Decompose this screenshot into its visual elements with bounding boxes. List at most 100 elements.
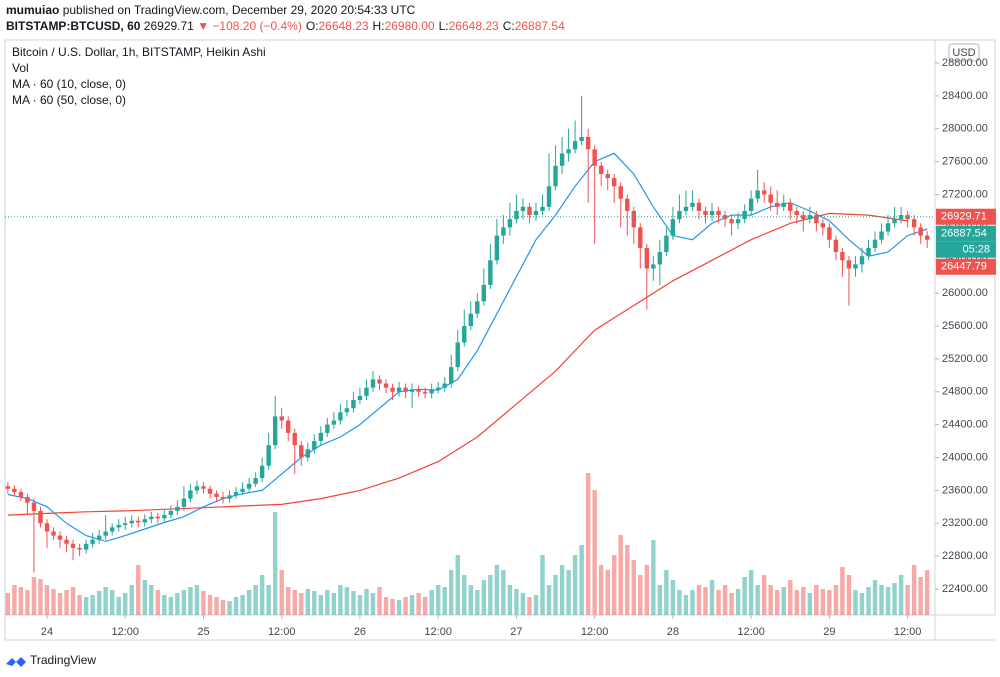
candle-body <box>631 210 636 228</box>
candle-body <box>833 239 839 253</box>
candle-body <box>605 173 610 179</box>
candle-body <box>155 516 161 519</box>
volume-bar <box>259 575 265 615</box>
volume-bar <box>853 590 858 615</box>
volume-bar <box>918 577 923 615</box>
x-tick-label: 12:00 <box>737 626 765 638</box>
candle-body <box>494 235 500 261</box>
volume-bar <box>820 589 826 615</box>
candle-body <box>142 519 148 523</box>
volume-bar <box>136 565 141 615</box>
logo-mark <box>6 657 26 667</box>
candle-body <box>51 531 56 536</box>
candle-body <box>286 420 291 433</box>
volume-bar <box>488 575 493 615</box>
y-tick-label: 28400.00 <box>942 90 988 102</box>
volume-bar <box>605 570 610 615</box>
x-tick-label: 27 <box>510 626 522 638</box>
candle-body <box>475 301 480 314</box>
volume-bar <box>553 575 558 615</box>
volume-bar <box>924 570 930 615</box>
volume-bar <box>846 575 852 615</box>
candle-body <box>455 342 460 368</box>
candle-body <box>696 202 702 211</box>
candle-body <box>246 483 252 489</box>
volume-bar <box>357 595 363 615</box>
volume-bar <box>840 567 845 615</box>
candle-body <box>638 227 643 248</box>
candle-body <box>814 215 819 224</box>
ma-legend: MA · 60 (10, close, 0) <box>12 77 126 91</box>
candle-body <box>103 531 108 536</box>
price-label-box <box>936 258 996 275</box>
volume-bar <box>814 585 819 615</box>
candle-body <box>259 465 265 479</box>
candle-body <box>553 165 558 187</box>
volume-bar <box>670 580 676 615</box>
candle-body <box>585 136 591 150</box>
price-label: 26447.79 <box>941 261 987 273</box>
candle-body <box>136 520 141 523</box>
ohlc-value: 26648.23 <box>449 19 499 33</box>
volume-bar <box>768 585 773 615</box>
volume-bar <box>286 587 291 615</box>
candle-body <box>820 223 826 228</box>
candle-body <box>559 153 565 166</box>
y-tick-label: 26000.00 <box>942 287 988 299</box>
volume-bar <box>416 593 421 615</box>
volume-bar <box>272 512 278 615</box>
currency-box[interactable] <box>948 43 980 62</box>
chart-frame <box>4 39 996 616</box>
volume-bar <box>703 587 708 615</box>
volume-bar <box>866 587 871 615</box>
x-tick-label: 29 <box>823 626 835 638</box>
candle-body <box>370 379 376 388</box>
volume-bar <box>664 570 669 615</box>
volume-bar <box>51 589 56 615</box>
y-tick-label: 28800.00 <box>942 57 988 69</box>
candle-body <box>872 239 878 248</box>
candle-body <box>612 178 617 187</box>
candle-body <box>533 210 539 216</box>
candle-body <box>781 202 786 207</box>
candle-body <box>409 389 415 392</box>
candle-body <box>227 495 232 499</box>
volume-bar <box>162 595 167 615</box>
candle-body <box>116 524 121 528</box>
volume-bar <box>344 587 350 615</box>
volume-bar <box>325 590 330 615</box>
candle-body <box>507 219 513 228</box>
volume-bar <box>240 595 245 615</box>
candle-body <box>846 260 852 269</box>
candle-body <box>579 136 584 142</box>
volume-bar <box>807 593 813 615</box>
candle-body <box>683 206 689 211</box>
candle-body <box>481 284 487 302</box>
candle-body <box>325 424 330 433</box>
volume-bar <box>155 590 161 615</box>
volume-bar <box>312 591 317 615</box>
candle-body <box>292 432 297 446</box>
volume-bar <box>292 590 297 615</box>
y-tick-label: 22800.00 <box>942 550 988 562</box>
candle-body <box>312 441 317 450</box>
candle-body <box>788 202 793 211</box>
candle-body <box>168 510 174 516</box>
volume-bar <box>38 579 43 615</box>
candle-body <box>318 432 324 442</box>
volume-bar <box>318 595 324 615</box>
volume-bar <box>709 580 715 615</box>
ohlc-label: L: <box>439 19 449 33</box>
candle-body <box>775 202 780 207</box>
candle-body <box>735 219 741 224</box>
candle-body <box>625 198 630 211</box>
volume-bar <box>905 585 910 615</box>
candle-body <box>25 496 30 503</box>
volume-bar <box>872 580 878 615</box>
volume-bar <box>625 545 630 615</box>
volume-bar <box>266 585 271 615</box>
volume-bar <box>618 535 623 615</box>
currency[interactable]: USD <box>952 47 975 59</box>
volume-bar <box>305 589 311 615</box>
candle-body <box>422 391 428 394</box>
